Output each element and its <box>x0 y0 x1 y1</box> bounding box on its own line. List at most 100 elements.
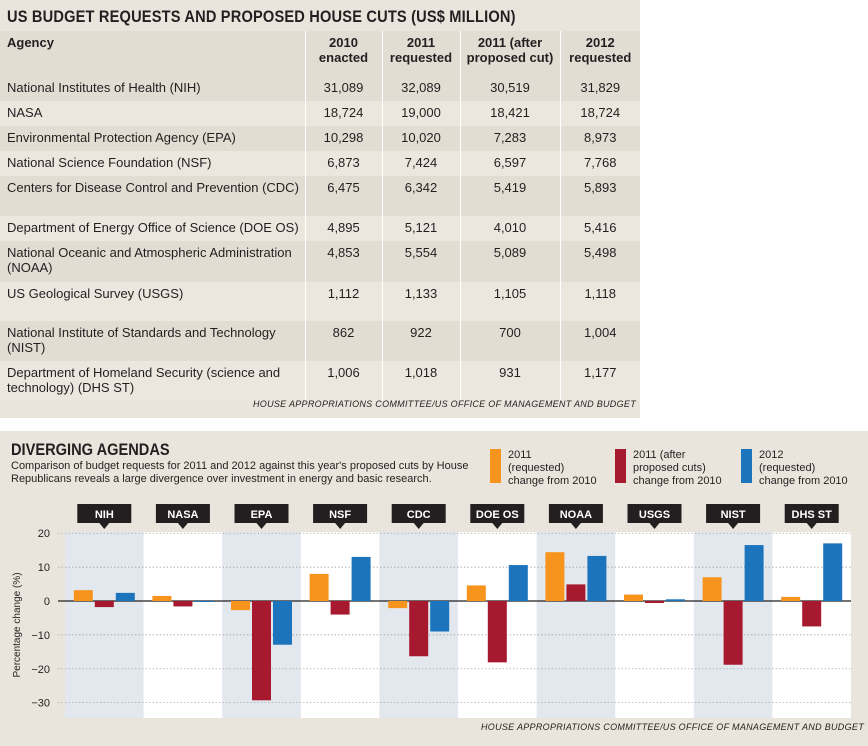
category-label: NOAA <box>560 509 592 521</box>
bar <box>666 599 685 601</box>
category-label-pointer <box>492 523 503 529</box>
category-label: NASA <box>167 509 198 521</box>
bar <box>781 596 801 601</box>
agency-name-cell: National Oceanic and Atmospheric Adminis… <box>0 241 305 282</box>
bar <box>723 601 743 665</box>
y-axis-label: Percentage change (%) <box>12 572 23 677</box>
chart-source-credit: HOUSE APPROPRIATIONS COMMITTEE/US OFFICE… <box>480 722 864 732</box>
value-cell-v2011cut: 6,597 <box>459 151 560 176</box>
value-cell-v2011cut: 4,010 <box>459 216 560 241</box>
y-tick-label: −10 <box>31 630 50 642</box>
agency-name-cell: US Geological Survey (USGS) <box>0 282 305 321</box>
table-row: National Oceanic and Atmospheric Adminis… <box>0 241 640 282</box>
bar <box>744 545 764 601</box>
value-cell-v2011req: 5,121 <box>381 216 460 241</box>
agency-name-cell: National Institutes of Health (NIH) <box>0 76 305 101</box>
value-cell-v2011req: 6,342 <box>381 176 460 216</box>
legend-label: 2011 (requested) change from 2010 <box>508 449 597 487</box>
bar <box>273 601 292 645</box>
value-cell-v2011req: 1,133 <box>381 282 460 321</box>
value-cell-v2011cut: 5,419 <box>459 176 560 216</box>
bar <box>73 590 93 601</box>
bar <box>430 601 450 632</box>
chart-title: DIVERGING AGENDAS <box>11 440 170 459</box>
category-label-pointer <box>177 523 188 529</box>
bar <box>388 601 408 609</box>
bar <box>624 594 643 601</box>
value-cell-v2011cut: 931 <box>459 361 560 401</box>
table-row: Environmental Protection Agency (EPA) 10,… <box>0 126 640 151</box>
value-cell-v2012: 7,768 <box>559 151 640 176</box>
bar <box>566 584 586 601</box>
value-cell-v2011req: 5,554 <box>381 241 460 282</box>
category-label: USGS <box>639 509 670 521</box>
category-label-box <box>155 504 210 523</box>
value-cell-v2012: 5,498 <box>559 241 640 282</box>
category-label-pointer <box>99 523 110 529</box>
table-row: US Geological Survey (USGS) 1,112 1,133 1,1… <box>0 282 640 321</box>
value-cell-v2010: 4,853 <box>304 241 382 282</box>
category-label-box <box>77 504 132 523</box>
header-2010-enacted: 2010 enacted <box>304 31 382 76</box>
y-tick-label: −30 <box>31 698 50 710</box>
y-tick-label: 20 <box>38 528 50 540</box>
table-row: Department of Energy Office of Science (… <box>0 216 640 241</box>
agency-name-cell: Centers for Disease Control and Preventi… <box>0 176 305 216</box>
category-label: DHS ST <box>792 509 833 521</box>
agency-name-cell: Department of Energy Office of Science (… <box>0 216 305 241</box>
agency-name-cell: NASA <box>0 101 305 126</box>
header-2011-after-cut: 2011 (after proposed cut) <box>459 31 560 76</box>
category-label: EPA <box>251 509 273 521</box>
bar <box>409 601 429 657</box>
value-cell-v2011req: 922 <box>381 321 460 361</box>
category-label-box <box>548 504 603 523</box>
value-cell-v2010: 4,895 <box>304 216 382 241</box>
category-band <box>65 532 144 718</box>
bar <box>173 601 193 607</box>
value-cell-v2012: 5,893 <box>559 176 640 216</box>
table-header-row: Agency 2010 enacted 2011 requested 2011 (a… <box>0 31 640 76</box>
bar <box>94 601 114 608</box>
value-cell-v2012: 1,177 <box>559 361 640 401</box>
bar-chart: 20 10 0 −10 −20 −30 Percentage change (%) NIH NA… <box>12 504 851 718</box>
value-cell-v2011cut: 18,421 <box>459 101 560 126</box>
value-cell-v2011req: 32,089 <box>381 76 460 101</box>
header-agency: Agency <box>0 31 305 76</box>
value-cell-v2011req: 19,000 <box>381 101 460 126</box>
header-2012-requested: 2012 requested <box>559 31 640 76</box>
category-label-box <box>391 504 446 523</box>
chart-panel: 20 10 0 −10 −20 −30 Percentage change (%) NIH NA… <box>0 431 868 746</box>
value-cell-v2011cut: 700 <box>459 321 560 361</box>
agency-name-cell: Department of Homeland Security (science… <box>0 361 305 401</box>
bar <box>309 573 329 601</box>
value-cell-v2011req: 10,020 <box>381 126 460 151</box>
category-label-pointer <box>728 523 739 529</box>
table-title: US BUDGET REQUESTS AND PROPOSED HOUSE CU… <box>7 7 516 26</box>
value-cell-v2010: 862 <box>304 321 382 361</box>
category-label: CDC <box>407 509 431 521</box>
bar <box>508 565 528 601</box>
category-label-pointer <box>570 523 581 529</box>
table-row: National Institutes of Health (NIH) 31,08… <box>0 76 640 101</box>
bar <box>545 552 565 601</box>
table-row: National Science Foundation (NSF) 6,873 7,… <box>0 151 640 176</box>
legend-swatch-red <box>615 449 626 483</box>
chart-subtitle: Comparison of budget requests for 2011 a… <box>11 460 469 485</box>
value-cell-v2010: 18,724 <box>304 101 382 126</box>
value-cell-v2011cut: 5,089 <box>459 241 560 282</box>
legend-swatch-orange <box>490 449 501 483</box>
category-label-pointer <box>413 523 424 529</box>
value-cell-v2011req: 1,018 <box>381 361 460 401</box>
bar <box>823 543 843 601</box>
bar <box>702 577 722 601</box>
bar <box>466 585 486 601</box>
budget-table-panel: US BUDGET REQUESTS AND PROPOSED HOUSE CU… <box>0 0 640 418</box>
bar <box>194 601 214 602</box>
agency-name-cell: National Science Foundation (NSF) <box>0 151 305 176</box>
category-label-box <box>313 504 368 523</box>
legend-swatch-blue <box>741 449 752 483</box>
category-label: DOE OS <box>476 509 519 521</box>
category-label-pointer <box>806 523 817 529</box>
category-label-box <box>627 504 682 523</box>
table-row: NASA 18,724 19,000 18,421 18,724 <box>0 101 640 126</box>
